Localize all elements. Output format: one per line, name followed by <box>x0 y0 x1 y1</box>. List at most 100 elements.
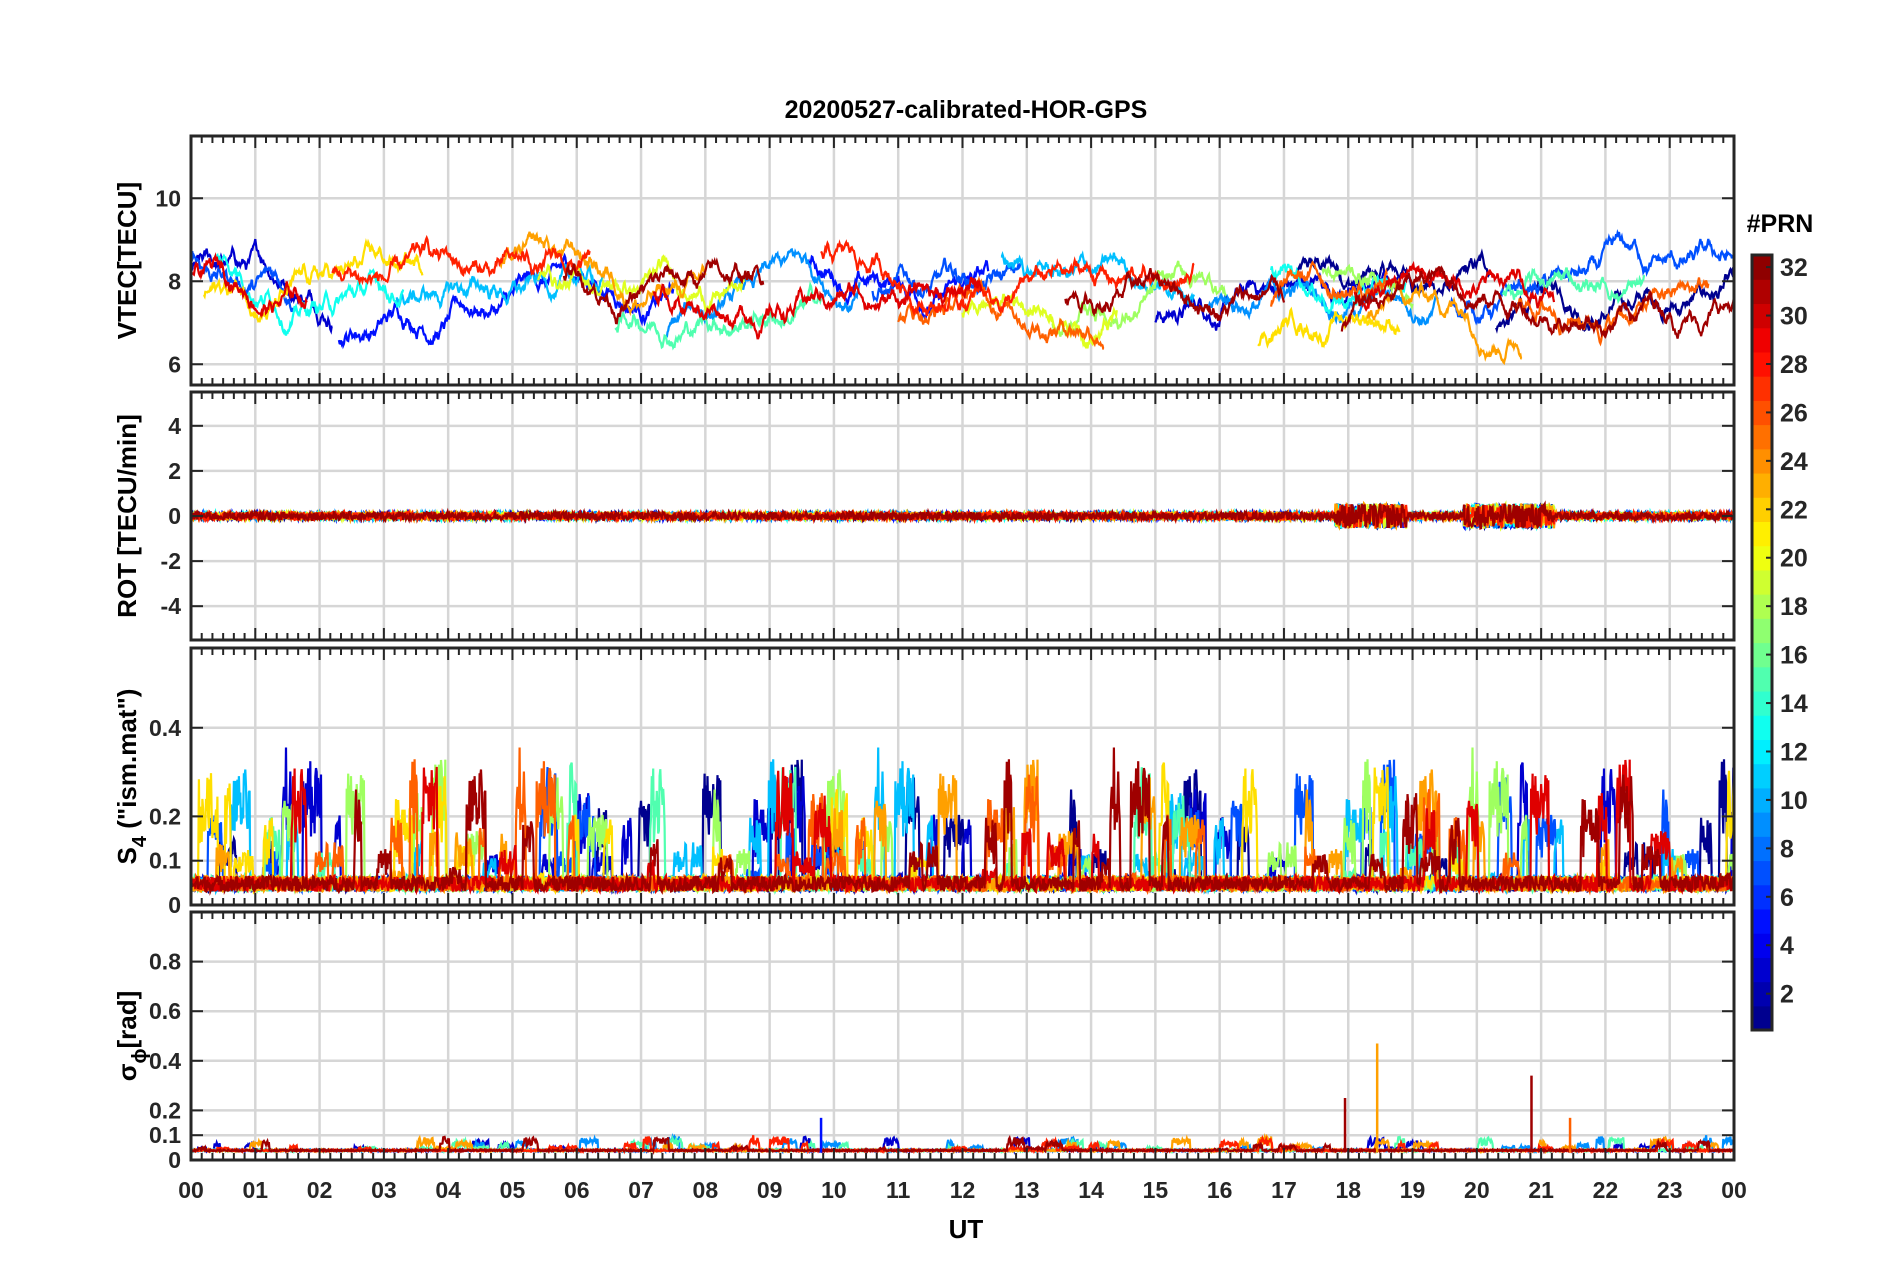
y-tick-label: 8 <box>168 268 181 294</box>
panel-vtec-x-ticks <box>190 136 1735 385</box>
colorbar-swatch <box>1752 351 1772 377</box>
colorbar-swatch <box>1752 812 1772 837</box>
colorbar-swatch <box>1752 1005 1772 1031</box>
colorbar-swatch <box>1752 739 1772 765</box>
x-tick-label: 02 <box>307 1177 333 1203</box>
series-line-prn-9 <box>1206 275 1439 327</box>
x-tick-labels: 00 01 02 03 04 05 06 07 08 09 10 11 12 13 14 15 16 17 18 19… <box>178 1177 1747 1203</box>
colorbar-swatch <box>1752 545 1772 571</box>
y-tick-label: 0.6 <box>149 998 181 1024</box>
colorbar-swatch <box>1752 957 1772 983</box>
series-line-prn-27 <box>820 239 1195 317</box>
series-line-prn-31 <box>1064 267 1286 323</box>
x-tick-label: 00 <box>1721 1177 1747 1203</box>
panel-sigma_phi-x-ticks <box>190 912 1735 1160</box>
y-tick-label: 0 <box>168 503 181 529</box>
x-tick-label: 10 <box>821 1177 847 1203</box>
series-line-prn-21 <box>1257 306 1401 349</box>
colorbar-tick-label: 30 <box>1780 303 1808 331</box>
colorbar-swatch <box>1752 763 1772 789</box>
series-line-prn-11 <box>395 263 604 310</box>
y-tick-label: 0.2 <box>149 803 181 829</box>
colorbar-swatch <box>1752 472 1772 498</box>
series-line-prn-23 <box>498 231 707 317</box>
series-line-prn-7 <box>1450 228 1734 326</box>
panel-s4-y-axis-label: S4 ("ism.mat") <box>112 689 151 865</box>
x-tick-label: 05 <box>500 1177 526 1203</box>
x-tick-label: 13 <box>1014 1177 1040 1203</box>
y-tick-label: 2 <box>168 458 181 484</box>
colorbar-tick-label: 2 <box>1780 981 1794 1009</box>
colorbar-swatch <box>1752 497 1772 523</box>
series-line-prn-29 <box>652 276 983 340</box>
panel-rot: -4 -2 0 2 4 ROT [TECU/min] <box>112 390 1736 642</box>
x-tick-label: 19 <box>1400 1177 1426 1203</box>
colorbar-swatch <box>1752 666 1772 692</box>
x-tick-label: 01 <box>242 1177 268 1203</box>
colorbar-swatch <box>1752 400 1772 426</box>
series-line-prn-31 <box>562 256 765 325</box>
series-line-prn-31 <box>191 747 1734 896</box>
series-line-prn-15 <box>614 280 823 351</box>
colorbar-swatch <box>1752 908 1772 934</box>
y-tick-label: 0.4 <box>149 715 181 741</box>
y-tick-label: -2 <box>161 548 181 574</box>
x-tick-label: 08 <box>693 1177 719 1203</box>
x-tick-label: 03 <box>371 1177 397 1203</box>
colorbar-swatch <box>1752 255 1772 280</box>
colorbar-swatch <box>1752 642 1772 668</box>
x-tick-label: 12 <box>950 1177 976 1203</box>
colorbar-swatch <box>1752 376 1772 401</box>
panel-rot-y-axis-label: ROT [TECU/min] <box>112 414 142 618</box>
x-tick-label: 11 <box>886 1177 911 1203</box>
colorbar-swatch <box>1752 303 1772 329</box>
colorbar-swatch <box>1752 327 1772 353</box>
x-tick-label: 16 <box>1207 1177 1233 1203</box>
x-axis-label: UT <box>949 1214 984 1244</box>
panel-s4-series <box>191 747 1734 896</box>
x-tick-label: 23 <box>1657 1177 1683 1203</box>
colorbar-swatch <box>1752 860 1772 886</box>
series-line-prn-7 <box>871 257 1022 303</box>
y-tick-label: 10 <box>155 185 181 211</box>
series-line-prn-31 <box>1340 265 1734 340</box>
series-line-prn-29 <box>1353 260 1556 312</box>
colorbar-tick-label: 4 <box>1780 932 1794 960</box>
panel-vtec-y-axis-label: VTEC[TECU] <box>112 182 142 339</box>
panel-rot-x-ticks <box>190 392 1735 640</box>
colorbar-frame <box>1750 253 1774 1032</box>
colorbar-swatch <box>1752 884 1772 910</box>
colorbar-swatch <box>1752 521 1772 547</box>
series-line-prn-5 <box>337 252 675 350</box>
colorbar-title: #PRN <box>1747 210 1814 238</box>
x-tick-label: 06 <box>564 1177 590 1203</box>
y-tick-label: 6 <box>168 351 181 377</box>
colorbar-swatch <box>1752 933 1772 958</box>
y-tick-label: 0.1 <box>149 1122 181 1148</box>
colorbar-tick-label: 8 <box>1780 835 1794 863</box>
colorbar-tick-label: 26 <box>1780 399 1808 427</box>
colorbar-tick-label: 12 <box>1780 738 1808 766</box>
colorbar-tick-label: 32 <box>1780 254 1808 282</box>
panel-sigma_phi-y-axis-label: σϕ[rad] <box>112 991 151 1082</box>
colorbar-swatch <box>1752 569 1772 595</box>
x-tick-label: 14 <box>1078 1177 1104 1203</box>
series-line-prn-25 <box>1514 277 1710 347</box>
y-tick-label: 0.1 <box>149 848 181 874</box>
x-tick-label: 15 <box>1143 1177 1169 1203</box>
series-line-prn-27 <box>331 234 591 287</box>
y-tick-label: 0 <box>168 892 181 918</box>
colorbar-swatch <box>1752 279 1772 305</box>
y-tick-label: 0.2 <box>149 1097 181 1123</box>
colorbar-swatch <box>1752 981 1772 1007</box>
y-tick-label: 0.4 <box>149 1048 181 1074</box>
x-tick-label: 00 <box>178 1177 204 1203</box>
series-line-prn-3 <box>191 238 333 335</box>
x-tick-label: 22 <box>1593 1177 1619 1203</box>
x-tick-label: 07 <box>628 1177 654 1203</box>
series-line-prn-15 <box>1501 267 1646 305</box>
x-tick-label: 21 <box>1528 1177 1554 1203</box>
colorbar-swatch <box>1752 715 1772 740</box>
